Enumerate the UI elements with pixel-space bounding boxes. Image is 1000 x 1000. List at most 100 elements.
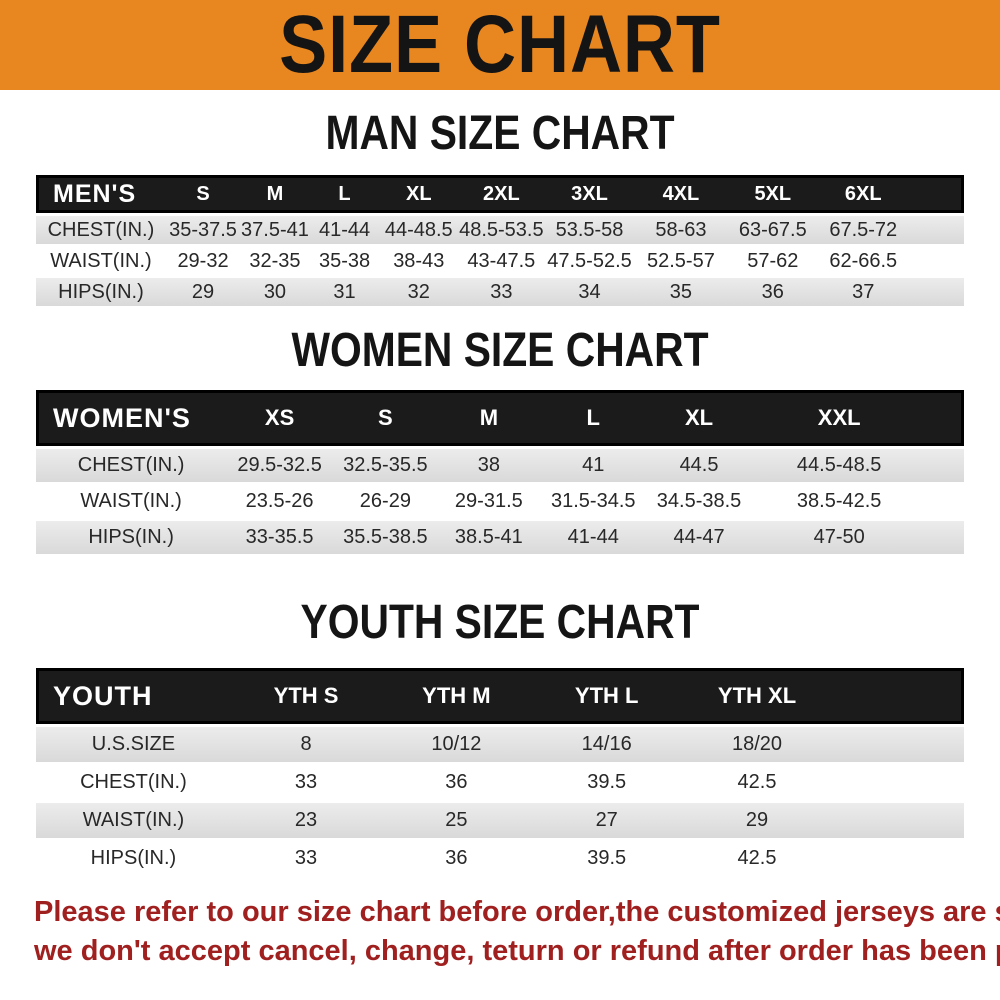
size-value: 35-38 [318, 249, 371, 272]
size-value: 34 [544, 278, 635, 306]
size-value: 41-44 [539, 521, 647, 554]
table-row: CHEST(IN.) 33 36 39.5 42.5 [36, 765, 964, 800]
column-header: 4XL [634, 175, 728, 213]
banner: SIZE CHART [0, 0, 1000, 90]
size-value: 63-67.5 [727, 216, 819, 244]
row-label: CHEST(IN.) [36, 216, 166, 244]
section-title: MAN SIZE CHART [325, 107, 675, 160]
size-value: 38.5-41 [437, 521, 540, 554]
size-value: 67.5-72 [818, 216, 909, 244]
row-label: CHEST(IN.) [80, 771, 187, 793]
row-filler [926, 449, 964, 482]
row-filler [908, 278, 964, 306]
table-row: U.S.SIZE 8 10/12 14/16 18/20 [36, 727, 964, 762]
size-value: 53.5-58 [544, 216, 635, 244]
row-filler [832, 765, 964, 800]
table-row: HIPS(IN.) 33-35.5 35.5-38.5 38.5-41 41-44 44-… [36, 521, 964, 554]
size-table: MEN'S S M L XL 2XL 3XL 4XL 5XL 6XL CHEST(IN.) 35-3… [36, 172, 964, 309]
size-value: 29 [681, 803, 833, 838]
table-row: HIPS(IN.) 33 36 39.5 42.5 [36, 841, 964, 876]
size-value: 35-37.5 [165, 216, 241, 244]
size-value: 32.5-35.5 [332, 449, 438, 482]
section-title: YOUTH SIZE CHART [300, 596, 700, 649]
table-header-label: YOUTH [36, 668, 231, 724]
size-value: 37.5-41 [240, 216, 310, 244]
size-value: 39.5 [587, 847, 627, 869]
column-header: M [437, 390, 540, 446]
header-filler [926, 390, 964, 446]
column-header: YTH XL [681, 668, 833, 724]
table-header-label: MEN'S [36, 175, 166, 213]
size-value: 41 [539, 449, 647, 482]
row-filler [927, 485, 964, 518]
size-value: 34.5-38.5 [656, 490, 742, 512]
column-header: 2XL [458, 175, 545, 213]
size-table: WOMEN'S XS S M L XL XXL CHEST(IN.) 29.5-32.5 32.… [36, 387, 964, 557]
size-value: 47-50 [751, 521, 927, 554]
size-value: 23 [230, 803, 382, 838]
sections-container: MAN SIZE CHART MEN'S S M L XL 2XL 3XL 4XL 5XL 6XL… [0, 107, 1000, 879]
size-value: 10/12 [381, 727, 532, 762]
row-filler [908, 216, 964, 244]
size-value: 30 [240, 278, 310, 306]
size-section: WOMEN SIZE CHART WOMEN'S XS S M L XL XXL CHEST… [36, 324, 964, 557]
size-value: 57-62 [747, 249, 799, 272]
size-value: 39.5 [587, 771, 627, 793]
size-value: 44.5-48.5 [751, 449, 927, 482]
size-value: 36 [445, 847, 468, 869]
table-header-row: WOMEN'S XS S M L XL XXL [36, 390, 964, 446]
size-value: 44-48.5 [379, 216, 459, 244]
column-header: 3XL [544, 175, 635, 213]
table-row: CHEST(IN.) 35-37.5 37.5-41 41-44 44-48.5 48.5… [36, 216, 964, 244]
table-header-row: MEN'S S M L XL 2XL 3XL 4XL 5XL 6XL [36, 175, 964, 213]
size-value: 31 [309, 278, 380, 306]
size-value: 38 [437, 449, 540, 482]
size-value: 52.5-57 [646, 249, 715, 272]
column-header: 6XL [818, 175, 909, 213]
size-value: 42.5 [737, 771, 777, 793]
size-table: YOUTH YTH S YTH M YTH L YTH XL U.S.SIZE 8 10/1… [36, 665, 964, 879]
column-header: XS [226, 390, 333, 446]
table-row: CHEST(IN.) 29.5-32.5 32.5-35.5 38 41 44.5 44.5… [36, 449, 964, 482]
column-header: S [332, 390, 438, 446]
size-value: 29-32 [177, 249, 229, 272]
size-value: 27 [531, 803, 682, 838]
size-value: 32 [379, 278, 459, 306]
column-header: M [240, 175, 310, 213]
size-value: 29-31.5 [454, 490, 523, 512]
size-value: 33 [458, 278, 545, 306]
row-filler [832, 803, 964, 838]
size-value: 47.5-52.5 [547, 249, 632, 272]
row-filler [832, 841, 964, 876]
size-value: 23.5-26 [245, 490, 314, 512]
size-value: 26-29 [359, 490, 411, 512]
page-title: SIZE CHART [279, 0, 721, 90]
size-value: 37 [818, 278, 909, 306]
size-section: MAN SIZE CHART MEN'S S M L XL 2XL 3XL 4XL 5XL 6XL… [36, 107, 964, 309]
table-row: WAIST(IN.) 29-32 32-35 35-38 38-43 43-47.5 47.… [36, 247, 964, 275]
size-section: YOUTH SIZE CHART YOUTH YTH S YTH M YTH L YTH… [36, 596, 964, 879]
table-row: WAIST(IN.) 23 25 27 29 [36, 803, 964, 838]
size-value: 29 [165, 278, 241, 306]
size-value: 33 [294, 847, 318, 869]
row-filler [908, 247, 964, 275]
column-header: L [539, 390, 647, 446]
column-header: 5XL [727, 175, 819, 213]
disclaimer-line: Please refer to our size chart before or… [34, 896, 1000, 928]
size-value: 33-35.5 [226, 521, 333, 554]
table-header-label: WOMEN'S [36, 390, 227, 446]
table-header-row: YOUTH YTH S YTH M YTH L YTH XL [36, 668, 964, 724]
column-header: S [165, 175, 241, 213]
section-title: WOMEN SIZE CHART [291, 324, 709, 377]
size-value: 29.5-32.5 [226, 449, 333, 482]
size-value: 33 [294, 771, 318, 793]
column-header: YTH L [531, 668, 682, 724]
size-value: 35 [634, 278, 728, 306]
size-value: 31.5-34.5 [550, 490, 636, 512]
row-label: U.S.SIZE [36, 727, 231, 762]
row-label: HIPS(IN.) [36, 521, 227, 554]
column-header: YTH M [381, 668, 532, 724]
size-value: 36 [727, 278, 819, 306]
size-value: 44.5 [646, 449, 752, 482]
header-filler [908, 175, 964, 213]
